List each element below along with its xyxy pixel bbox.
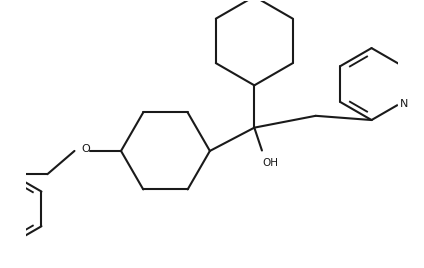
Text: N: N: [400, 99, 409, 109]
Text: OH: OH: [262, 158, 278, 168]
Text: O: O: [81, 144, 90, 154]
